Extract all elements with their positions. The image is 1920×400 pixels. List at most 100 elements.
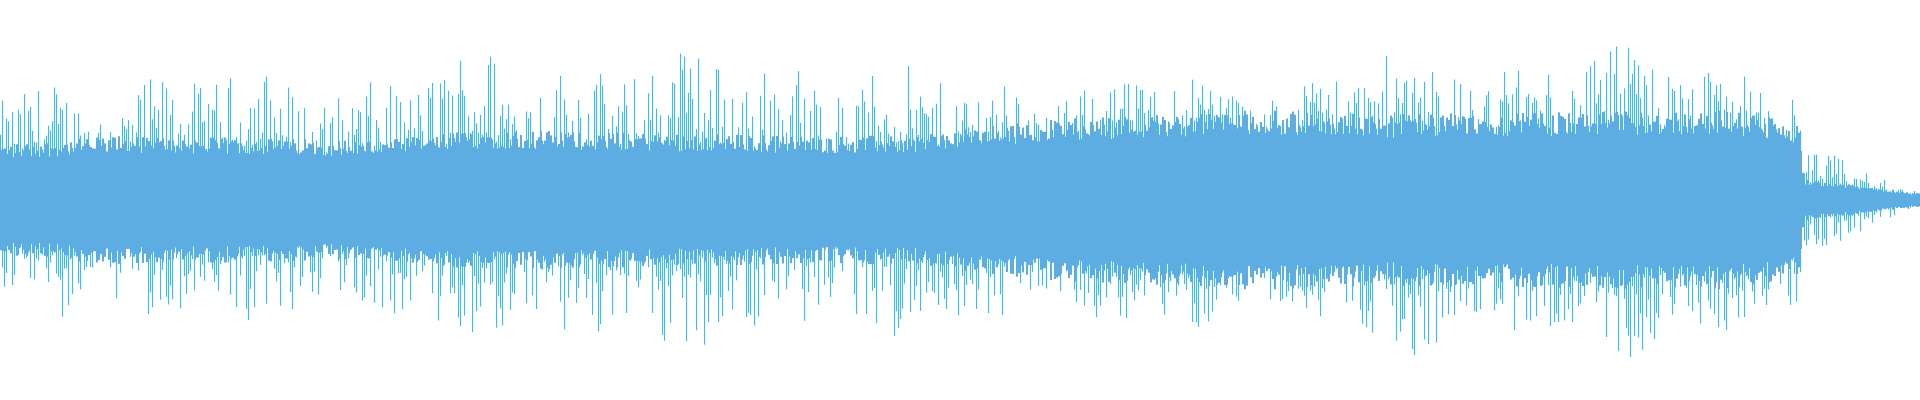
waveform-core (1186, 126, 1188, 274)
waveform-core (626, 148, 628, 252)
waveform-core (370, 151, 372, 249)
waveform-core (1390, 115, 1392, 285)
waveform-core (330, 155, 332, 245)
waveform-core (740, 135, 742, 265)
waveform-core (1254, 129, 1256, 271)
waveform-core (218, 148, 220, 252)
waveform-core (1224, 114, 1226, 286)
waveform-core (1764, 123, 1766, 277)
waveform-core (388, 147, 390, 253)
waveform-core (826, 152, 828, 248)
waveform-core (254, 143, 256, 257)
waveform-core (1282, 120, 1284, 280)
waveform-core (970, 142, 972, 258)
waveform-core (274, 147, 276, 253)
waveform-core (818, 139, 820, 261)
waveform-core (1410, 121, 1412, 279)
waveform-core (108, 140, 110, 260)
waveform-core (1886, 191, 1888, 208)
waveform-core (566, 137, 568, 263)
waveform-core (1458, 120, 1460, 280)
waveform-core (1856, 186, 1858, 214)
waveform-core (696, 151, 698, 249)
waveform-core (1596, 134, 1598, 267)
waveform-core (338, 141, 340, 259)
waveform-core (300, 152, 302, 248)
waveform-core (1828, 184, 1830, 216)
waveform-core (948, 140, 950, 260)
waveform-core (1338, 122, 1340, 278)
waveform-core (546, 132, 548, 268)
waveform-core (808, 142, 810, 258)
waveform-core (676, 134, 678, 266)
waveform-core (938, 146, 940, 254)
waveform-core (244, 152, 246, 248)
waveform-core (758, 143, 760, 257)
waveform-core (1834, 183, 1836, 217)
waveform-core (194, 140, 196, 260)
waveform-core (12, 157, 14, 243)
waveform-core (1070, 125, 1072, 275)
waveform-core (1504, 132, 1506, 268)
waveform-core (418, 140, 420, 261)
waveform-core (1606, 127, 1608, 273)
waveform-core (1636, 134, 1638, 266)
waveform-core (956, 146, 958, 254)
waveform-core (238, 153, 240, 247)
waveform-core (80, 149, 82, 250)
waveform-core (1024, 138, 1026, 262)
waveform-core (186, 146, 188, 254)
waveform-core (1412, 121, 1414, 279)
waveform-core (592, 145, 594, 255)
waveform-core (1342, 133, 1344, 267)
waveform-core (90, 147, 92, 253)
waveform-core (1664, 127, 1666, 273)
waveform-core (276, 146, 278, 254)
waveform-core (392, 147, 394, 253)
waveform-core (1100, 135, 1102, 265)
waveform-core (354, 142, 356, 258)
waveform-core (326, 153, 328, 247)
waveform-core (312, 142, 314, 258)
waveform-core (806, 140, 808, 260)
waveform-core (410, 141, 412, 259)
waveform-core (856, 148, 858, 252)
waveform-core (1648, 124, 1650, 276)
waveform-core (424, 145, 426, 255)
waveform-core (802, 141, 804, 259)
waveform-core (688, 148, 690, 252)
waveform-core (182, 140, 184, 260)
waveform-core (1288, 127, 1290, 273)
waveform-core (1888, 191, 1890, 209)
waveform-core (1538, 127, 1540, 273)
waveform-core (660, 142, 662, 258)
waveform-core (776, 136, 778, 264)
waveform-core (556, 146, 558, 254)
waveform-core (58, 149, 60, 251)
waveform-core (436, 137, 438, 263)
waveform-core (850, 144, 852, 256)
waveform-core (1430, 114, 1432, 286)
waveform-core (1868, 188, 1870, 212)
waveform-core (1456, 129, 1458, 271)
waveform-core (1476, 133, 1478, 267)
waveform-core (894, 147, 896, 253)
waveform-core (1594, 123, 1596, 277)
waveform-core (1882, 191, 1884, 209)
waveform-core (1696, 125, 1698, 275)
waveform-core (256, 150, 258, 249)
waveform-core (552, 142, 554, 258)
waveform-core (1178, 123, 1180, 277)
waveform-core (454, 141, 456, 259)
waveform-core (604, 140, 606, 260)
waveform-core (106, 151, 108, 249)
waveform-core (1168, 122, 1170, 278)
waveform-core (842, 143, 844, 257)
waveform-core (1148, 127, 1150, 273)
waveform-core (922, 142, 924, 258)
waveform-core (1794, 137, 1796, 263)
waveform-core (1614, 112, 1616, 288)
waveform-core (524, 140, 526, 259)
waveform-core (1586, 115, 1588, 285)
